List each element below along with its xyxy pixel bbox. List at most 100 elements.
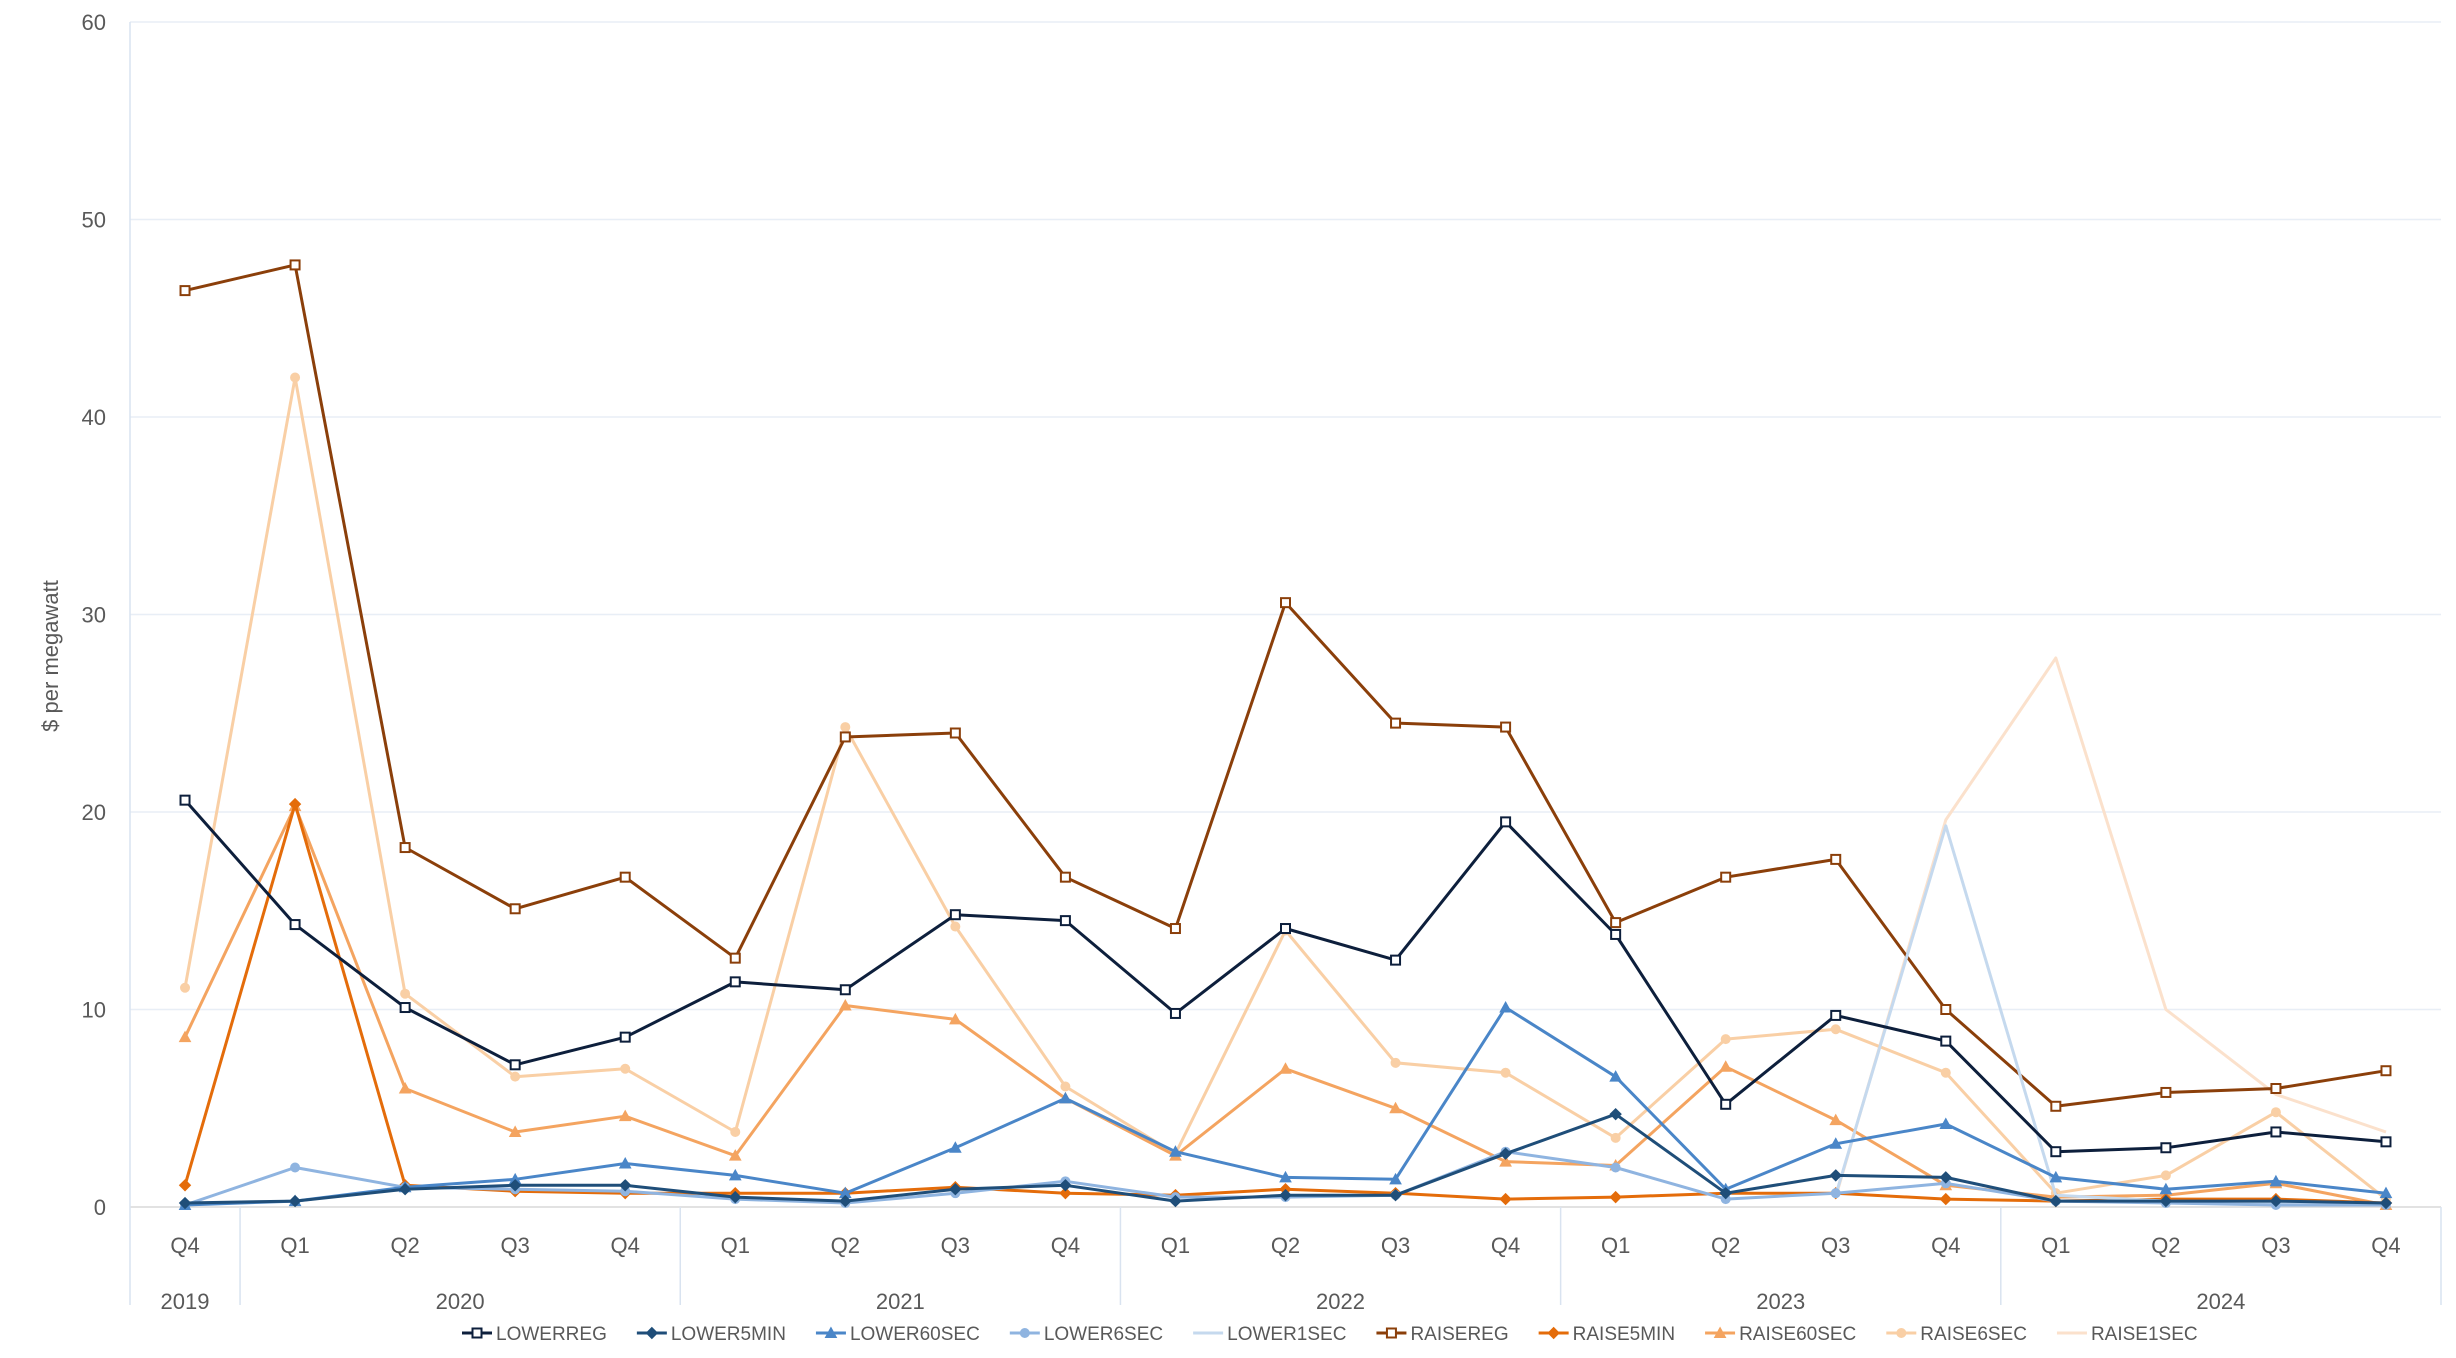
data-point (1609, 1107, 1622, 1121)
data-point (1719, 1060, 1733, 1072)
data-point (2050, 1146, 2062, 1158)
year-label: 2022 (1316, 1289, 1365, 1314)
legend-label: LOWER60SEC (850, 1324, 980, 1345)
data-point (1829, 1113, 1843, 1126)
data-point (2049, 1170, 2063, 1183)
data-point (1713, 1326, 1727, 1338)
data-point (620, 1063, 631, 1074)
data-point (1279, 1170, 1292, 1183)
legend-item: RAISE1SEC (2056, 1324, 2198, 1345)
legend: LOWERREG LOWER5MIN LOWER60SEC LOWER6SEC LOWE… (462, 1324, 2198, 1345)
x-tick-label: Q4 (1491, 1233, 1520, 1258)
data-point (288, 797, 302, 811)
legend-label: RAISE6SEC (1920, 1324, 2027, 1345)
data-point (1830, 1009, 1842, 1021)
x-tick-label: Q3 (1821, 1233, 1850, 1258)
series-lower1sec (1834, 824, 2387, 1207)
x-tick-label: Q3 (2261, 1233, 2290, 1258)
data-point (1059, 1186, 1072, 1200)
data-point (839, 984, 851, 996)
data-point (824, 1326, 838, 1338)
series-line (184, 263, 2387, 1108)
data-point (1720, 1098, 1732, 1110)
data-point (398, 1081, 412, 1094)
data-point (1389, 1101, 1402, 1114)
x-tick-label: Q2 (1711, 1233, 1740, 1258)
data-point (1169, 1007, 1181, 1019)
legend-item: LOWER6SEC (1009, 1324, 1163, 1345)
data-point (2380, 1065, 2392, 1077)
x-tick-label: Q2 (390, 1233, 419, 1258)
series-lower5min (178, 1107, 2393, 1210)
series-lowerreg (179, 794, 2392, 1158)
data-point (1019, 1328, 1030, 1338)
data-point (2159, 1182, 2173, 1195)
data-point (1610, 1162, 1621, 1173)
data-point (1610, 928, 1622, 940)
data-point (839, 1194, 852, 1208)
y-tick-label: 50 (82, 208, 106, 233)
data-point (1499, 1192, 1512, 1206)
data-point (1830, 1024, 1841, 1035)
data-point (1830, 1188, 1841, 1199)
data-point (1059, 915, 1071, 927)
data-point (1390, 717, 1402, 729)
y-axis-label: $ per megawatt (38, 580, 63, 732)
legend-label: RAISE5MIN (1573, 1324, 1675, 1345)
data-point (2160, 1170, 2171, 1181)
data-point (180, 982, 191, 993)
data-point (1609, 1190, 1622, 1204)
x-tick-label: Q2 (1271, 1233, 1300, 1258)
data-point (1499, 1147, 1512, 1160)
data-point (471, 1327, 483, 1339)
data-point (645, 1326, 659, 1340)
legend-item: RAISEREG (1376, 1324, 1509, 1345)
legend-item: LOWER5MIN (636, 1324, 786, 1345)
data-point (950, 921, 961, 932)
x-tick-label: Q4 (1931, 1233, 1960, 1258)
year-label: 2020 (436, 1289, 485, 1314)
data-point (1830, 853, 1842, 865)
data-point (1829, 1169, 1842, 1182)
data-point (619, 1031, 631, 1043)
data-point (1060, 1081, 1071, 1092)
data-point (2269, 1194, 2283, 1208)
year-label: 2019 (161, 1289, 210, 1314)
data-point (399, 842, 411, 854)
legend-item: RAISE6SEC (1886, 1324, 2027, 1345)
data-point (1280, 923, 1291, 935)
y-tick-label: 20 (82, 800, 106, 825)
legend-label: RAISEREG (1410, 1324, 1508, 1345)
series-raisereg (179, 259, 2392, 1112)
x-tick-label: Q4 (1051, 1233, 1080, 1258)
data-point (1169, 923, 1181, 935)
data-point (949, 1183, 962, 1196)
data-point (729, 976, 741, 988)
data-point (728, 1149, 742, 1161)
x-tick-label: Q3 (500, 1233, 529, 1258)
data-point (1720, 1034, 1731, 1045)
data-point (730, 1126, 741, 1137)
data-point (510, 1071, 521, 1082)
data-point (179, 794, 191, 806)
data-point (729, 952, 741, 964)
series-raise1sec (1834, 656, 2387, 1198)
data-point (399, 1002, 411, 1014)
legend-label: LOWER6SEC (1044, 1324, 1163, 1345)
gridlines (129, 21, 2441, 1208)
y-tick-label: 60 (82, 10, 106, 35)
data-point (509, 903, 521, 915)
legend-label: RAISE60SEC (1739, 1324, 1856, 1345)
data-point (1719, 1186, 1732, 1200)
data-point (289, 919, 301, 931)
legend-item: LOWER60SEC (815, 1324, 980, 1345)
series-line (1834, 656, 2387, 1198)
data-point (508, 1179, 522, 1192)
x-tick-label: Q1 (1161, 1233, 1190, 1258)
data-point (1939, 1171, 1952, 1184)
x-tick-label: Q4 (611, 1233, 640, 1258)
data-point (1059, 1091, 1072, 1104)
data-point (1389, 1172, 1402, 1185)
series-line (183, 799, 2387, 1154)
